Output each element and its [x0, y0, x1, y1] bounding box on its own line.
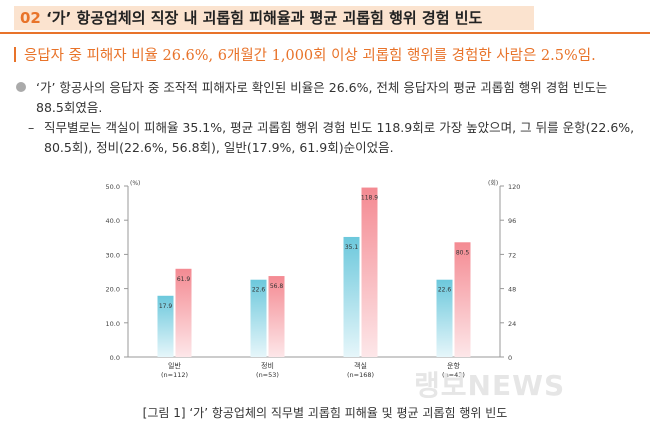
category-sublabel: (n=43)	[442, 371, 465, 379]
frequency-bar	[268, 276, 285, 357]
left-tick-label: 40.0	[106, 217, 120, 225]
category-label: 객실	[354, 361, 367, 370]
rate-data-label: 22.6	[438, 287, 452, 294]
frequency-data-label: 61.9	[177, 276, 191, 283]
sub-bullet-text: 직무별로는 객실이 피해율 35.1%, 평균 괴롭힘 행위 경험 빈도 118…	[44, 120, 635, 155]
category-label: 일반	[168, 361, 181, 370]
sub-bullet-paragraph: – 직무별로는 객실이 피해율 35.1%, 평균 괴롭힘 행위 경험 빈도 1…	[28, 118, 636, 158]
rate-data-label: 35.1	[345, 244, 359, 251]
rate-bar	[343, 236, 360, 357]
right-unit-label: (회)	[488, 179, 498, 187]
category-sublabel: (n=112)	[161, 371, 188, 379]
headline: 응답자 중 피해자 비율 26.6%, 6개월간 1,000회 이상 괴롭힘 행…	[14, 44, 596, 65]
left-unit-label: (%)	[130, 180, 140, 187]
frequency-bar	[361, 187, 378, 357]
figure-caption: [그림 1] ‘가’ 항공업체의 직무별 괴롭힘 피해율 및 평균 괴롭힘 행위…	[142, 406, 508, 420]
watermark: 랭보NEWS	[414, 369, 566, 402]
right-tick-label: 72	[508, 251, 516, 259]
right-tick-label: 0	[508, 354, 512, 362]
left-tick-label: 50.0	[106, 183, 120, 191]
frequency-data-label: 80.5	[456, 249, 470, 256]
right-tick-label: 120	[508, 183, 520, 191]
category-sublabel: (n=168)	[347, 371, 374, 379]
category-label: 운항	[447, 361, 460, 370]
rate-bar	[436, 279, 453, 357]
page-title: 02 ‘가’ 항공업체의 직장 내 괴롭힘 피해율과 평균 괴롭힘 행위 경험 …	[20, 7, 482, 28]
bullet-dot-icon	[16, 82, 26, 92]
left-tick-label: 30.0	[106, 251, 120, 259]
rate-data-label: 22.6	[252, 287, 266, 294]
title-background	[14, 6, 534, 30]
frequency-data-label: 118.9	[361, 195, 378, 202]
left-tick-label: 0.0	[110, 354, 120, 362]
section-number: 02	[20, 9, 41, 27]
headline-text: 응답자 중 피해자 비율 26.6%, 6개월간 1,000회 이상 괴롭힘 행…	[24, 48, 596, 64]
rate-data-label: 17.9	[159, 303, 173, 310]
bullet-text: ‘가’ 항공사의 응답자 중 조작적 피해자로 확인된 비율은 26.6%, 전…	[36, 80, 608, 115]
bullet-paragraph: ‘가’ 항공사의 응답자 중 조작적 피해자로 확인된 비율은 26.6%, 전…	[16, 78, 636, 118]
category-sublabel: (n=53)	[256, 371, 279, 379]
title-bar: 02 ‘가’ 항공업체의 직장 내 괴롭힘 피해율과 평균 괴롭힘 행위 경험 …	[0, 0, 650, 34]
rate-bar	[250, 279, 267, 357]
right-tick-label: 48	[508, 286, 516, 294]
frequency-bar	[454, 242, 471, 357]
section-title: ‘가’ 항공업체의 직장 내 괴롭힘 피해율과 평균 괴롭힘 행위 경험 빈도	[46, 9, 483, 27]
left-tick-label: 10.0	[106, 320, 120, 328]
dash-icon: –	[28, 120, 35, 135]
frequency-data-label: 56.8	[270, 283, 284, 290]
rate-bar	[157, 295, 174, 357]
category-label: 정비	[261, 361, 274, 370]
headline-marker	[14, 47, 16, 62]
right-tick-label: 96	[508, 217, 516, 225]
frequency-bar	[175, 268, 192, 357]
left-tick-label: 20.0	[106, 286, 120, 294]
right-tick-label: 24	[508, 320, 516, 328]
